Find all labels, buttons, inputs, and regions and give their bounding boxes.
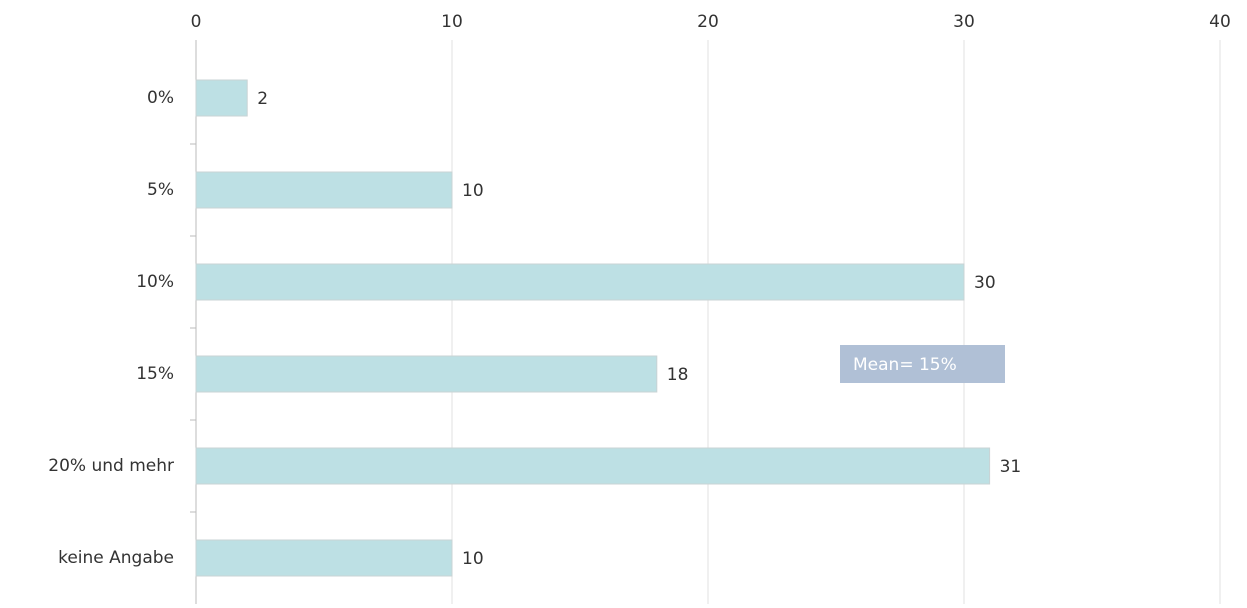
data-label: 10 bbox=[462, 181, 484, 201]
y-tick-label: keine Angabe bbox=[58, 548, 174, 568]
mean-annotation: Mean= 15% bbox=[840, 345, 1005, 383]
data-label: 31 bbox=[1000, 457, 1022, 477]
bar bbox=[195, 539, 453, 577]
bar bbox=[195, 79, 248, 117]
y-tick-label: 10% bbox=[136, 272, 174, 292]
bar bbox=[195, 355, 658, 393]
y-tick-label: 5% bbox=[147, 180, 174, 200]
data-label: 30 bbox=[974, 273, 996, 293]
data-label: 2 bbox=[257, 89, 268, 109]
x-tick-label: 20 bbox=[697, 12, 719, 32]
bar bbox=[195, 263, 965, 301]
data-label: 10 bbox=[462, 549, 484, 569]
x-tick-label: 30 bbox=[953, 12, 975, 32]
x-tick-label: 40 bbox=[1209, 12, 1231, 32]
y-tick-label: 0% bbox=[147, 88, 174, 108]
x-tick-label: 10 bbox=[441, 12, 463, 32]
x-tick-label: 0 bbox=[191, 12, 202, 32]
annotation-box bbox=[840, 345, 1005, 383]
y-tick-label: 20% und mehr bbox=[48, 456, 174, 476]
y-tick-label: 15% bbox=[136, 364, 174, 384]
data-label: 18 bbox=[667, 365, 689, 385]
bar bbox=[195, 447, 991, 485]
annotation-text: Mean= 15% bbox=[853, 355, 957, 375]
bar bbox=[195, 171, 453, 209]
